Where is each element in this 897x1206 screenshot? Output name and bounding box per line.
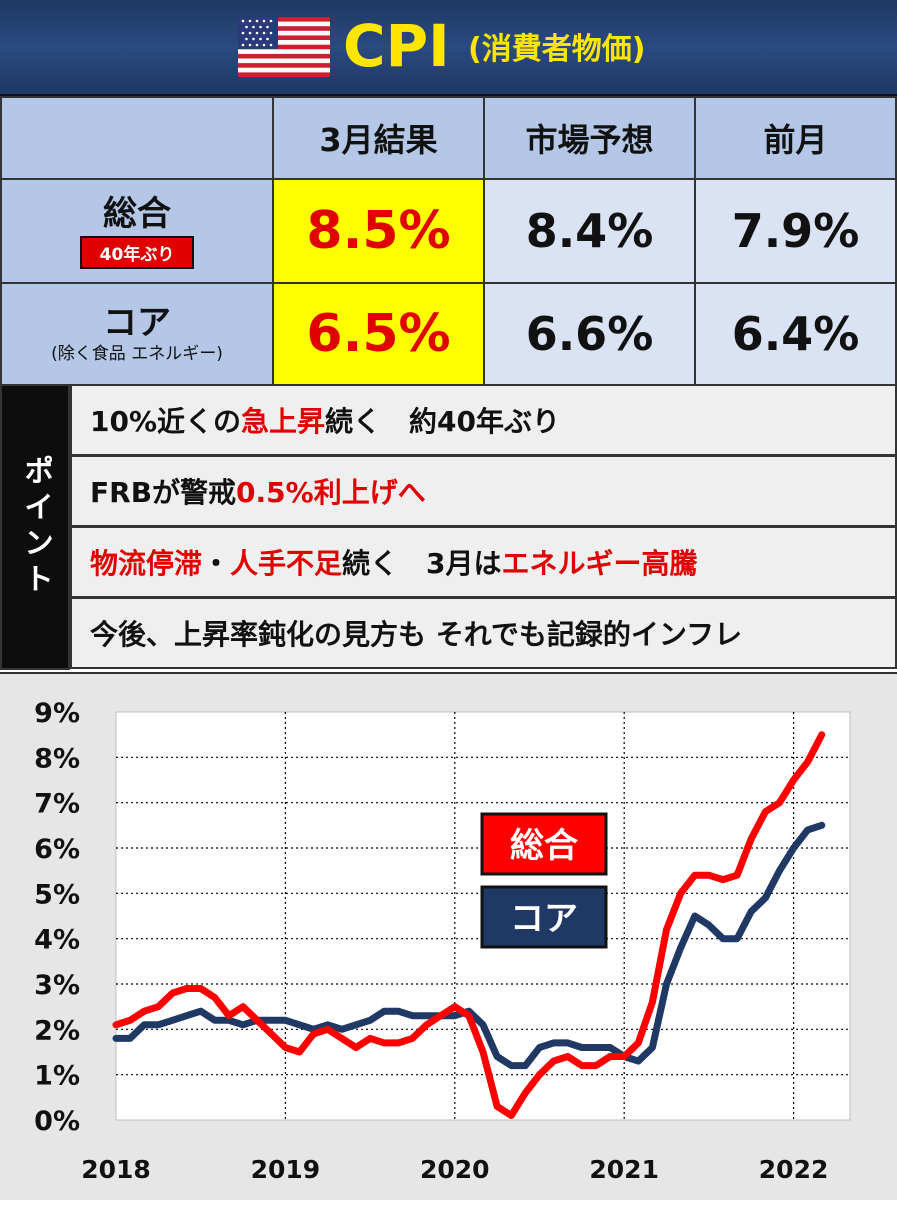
point-text: 今後、上昇率鈍化の見方も それでも記録的インフレ [90,618,743,651]
column-header-previous: 前月 [694,96,897,180]
headline-forecast-value: 8.4% [483,178,696,284]
page-title: CPI [343,12,450,80]
row-label-headline: 総合 40年ぶり [0,178,274,284]
record-badge: 40年ぶり [79,235,195,269]
headline-previous-value: 7.9% [694,178,897,284]
y-tick-label: 7% [34,789,80,820]
x-tick-label: 2019 [251,1155,321,1184]
point-item: FRBが警戒 0.5%利上げへ [70,455,897,527]
point-item: 今後、上昇率鈍化の見方も それでも記録的インフレ [70,597,897,669]
legend-label-core: コア [510,899,578,939]
row-label-text: コア [103,303,171,343]
point-text: 続く 約40年ぶり [325,405,561,438]
point-text: 急上昇 [241,405,326,438]
legend-label-headline: 総合 [510,826,578,866]
point-item: 物流停滞・人手不足 続く 3月は エネルギー高騰 [70,526,897,598]
core-result-value: 6.5% [272,282,485,386]
point-text: ・ [202,547,231,580]
headline-result-value: 8.5% [272,178,485,284]
row-sublabel: (除く食品 エネルギー) [51,344,223,364]
y-tick-label: 0% [34,1106,80,1137]
column-header-forecast: 市場予想 [483,96,696,180]
y-tick-label: 4% [34,925,80,956]
x-tick-label: 2018 [81,1155,151,1184]
row-label-core: コア (除く食品 エネルギー) [0,282,274,386]
point-text: 0.5%利上げへ [236,476,426,509]
row-label-text: 総合 [103,193,171,234]
y-tick-label: 1% [34,1061,80,1092]
points-label: ポイント [0,384,70,670]
legend-box-headline [480,812,608,876]
table-corner [0,96,274,180]
core-previous-value: 6.4% [694,282,897,386]
series-line-headline [112,731,826,1119]
point-text: 物流停滞 [90,547,203,580]
header-bar: CPI (消費者物価) [0,0,897,96]
page-subtitle: (消費者物価) [468,32,646,67]
point-text: 人手不足 [230,547,343,580]
points-label-text: ポイント [18,455,53,599]
y-tick-label: 6% [34,834,80,865]
y-tick-label: 8% [34,743,80,774]
x-tick-label: 2022 [759,1155,829,1184]
point-item: 10%近くの 急上昇 続く 約40年ぶり [70,384,897,456]
y-tick-label: 2% [34,1015,80,1046]
x-tick-label: 2020 [420,1155,490,1184]
x-tick-label: 2021 [589,1155,659,1184]
point-text: FRBが警戒 [90,476,237,509]
series-line-core [112,821,826,1070]
point-text: エネルギー高騰 [501,547,698,580]
y-tick-label: 5% [34,879,80,910]
y-tick-label: 9% [34,698,80,729]
point-text: 続く 3月は [342,547,502,580]
column-header-result: 3月結果 [272,96,485,180]
point-text: 10%近くの [90,405,242,438]
cpi-chart: 0% 1% 2% 3% 4% 5% 6% 7% 8% 9% 2018 2019 2020 2021 2022… [0,672,897,1200]
us-flag-icon [238,17,330,77]
cpi-chart-svg: 0% 1% 2% 3% 4% 5% 6% 7% 8% 9% 2018 2019 2020 2021 2022… [34,698,851,1184]
core-forecast-value: 6.6% [483,282,696,386]
y-tick-label: 3% [34,970,80,1001]
legend-box-core [480,885,608,949]
